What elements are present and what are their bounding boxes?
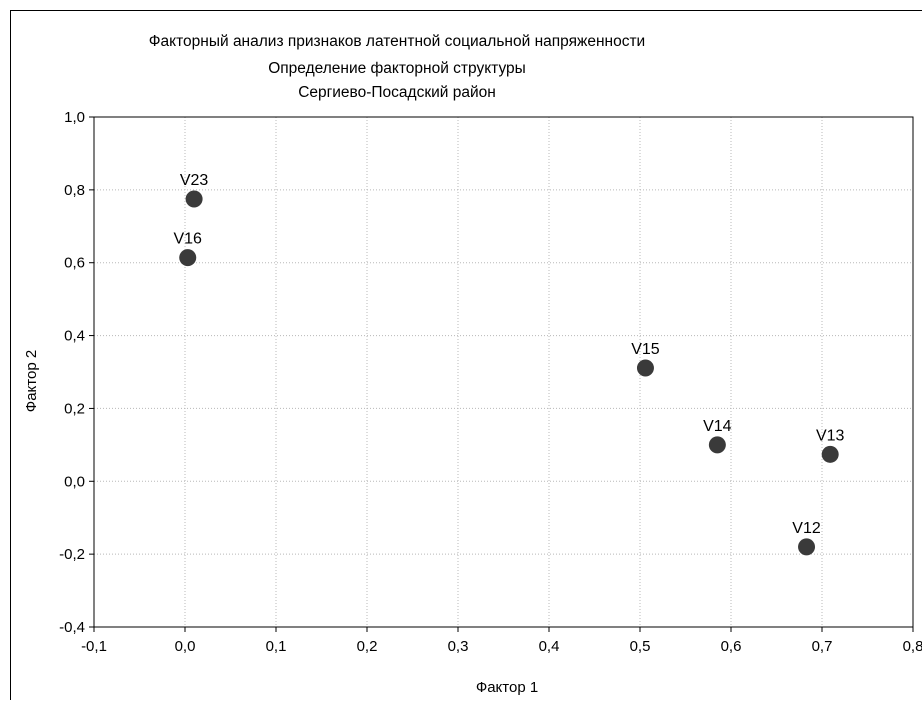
x-tick-label: 0,3 — [448, 638, 469, 655]
data-label-v14: V14 — [703, 418, 732, 435]
chart-title: Факторный анализ признаков латентной соц… — [149, 33, 645, 101]
data-label-v12: V12 — [792, 520, 821, 537]
data-point-v16 — [179, 249, 197, 267]
y-tick-label: 0,0 — [64, 473, 85, 490]
data-label-v13: V13 — [816, 427, 845, 444]
data-point-v15 — [636, 359, 654, 377]
title-line-2: Определение факторной структуры — [268, 60, 526, 77]
data-point-v14 — [708, 436, 726, 454]
y-tick-label: 0,4 — [64, 328, 85, 345]
x-tick-label: -0,1 — [81, 638, 107, 655]
y-tick-label: -0,2 — [59, 546, 85, 563]
y-tick-label: 0,8 — [64, 182, 85, 199]
tick-labels: -0,1 0,0 0,1 0,2 0,3 0,4 0,5 0,6 0,7 0,8 1,0 0,8 0,6… — [59, 109, 922, 655]
data-point-v12 — [798, 538, 816, 556]
grid — [94, 117, 913, 627]
data-point-v23 — [185, 190, 203, 208]
y-axis-label: Фактор 2 — [23, 350, 40, 412]
y-tick-label: 0,6 — [64, 255, 85, 272]
x-tick-label: 0,0 — [175, 638, 196, 655]
title-line-1: Факторный анализ признаков латентной соц… — [149, 33, 645, 50]
x-tick-label: 0,8 — [903, 638, 922, 655]
data-points: V23 V16 V15 V14 V13 V12 — [173, 172, 845, 556]
title-line-3: Сергиево-Посадский район — [298, 84, 496, 101]
data-label-v15: V15 — [631, 341, 660, 358]
x-tick-label: 0,1 — [266, 638, 287, 655]
y-tick-label: -0,4 — [59, 619, 85, 636]
x-axis-label: Фактор 1 — [476, 679, 538, 696]
y-tick-label: 1,0 — [64, 109, 85, 126]
y-tick-label: 0,2 — [64, 400, 85, 417]
scatter-chart: Факторный анализ признаков латентной соц… — [23, 33, 922, 696]
data-point-v13 — [821, 445, 839, 463]
x-tick-label: 0,6 — [721, 638, 742, 655]
chart-frame: Факторный анализ признаков латентной соц… — [10, 10, 922, 700]
x-tick-label: 0,7 — [812, 638, 833, 655]
x-tick-label: 0,4 — [539, 638, 560, 655]
x-tick-label: 0,5 — [630, 638, 651, 655]
axes — [89, 116, 914, 632]
data-label-v16: V16 — [173, 231, 202, 248]
x-tick-label: 0,2 — [357, 638, 378, 655]
data-label-v23: V23 — [180, 172, 209, 189]
plot-area-border — [93, 116, 914, 628]
